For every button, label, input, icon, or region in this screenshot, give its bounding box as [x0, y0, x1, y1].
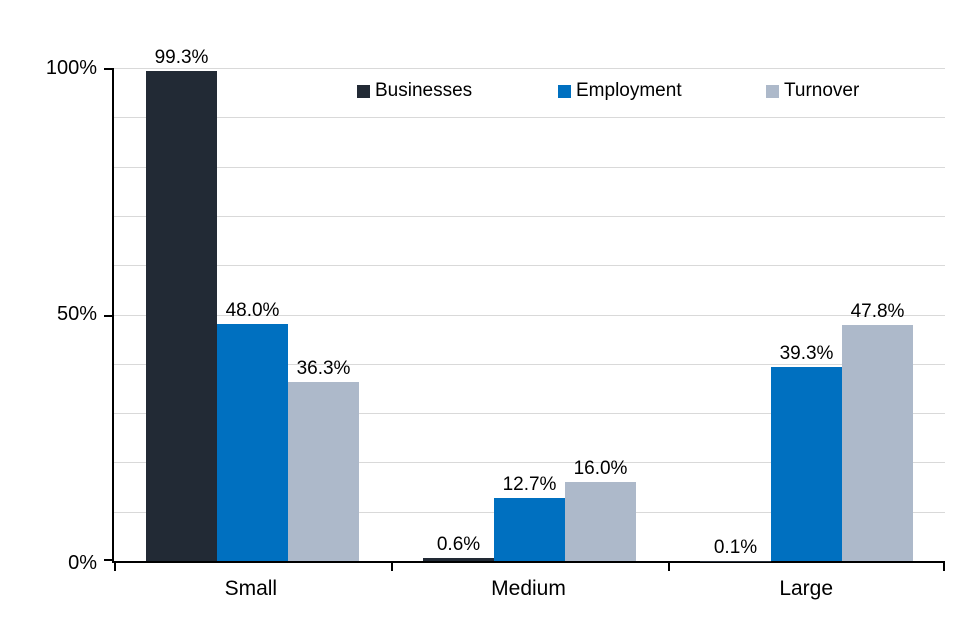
x-axis-category-label-small: Small — [224, 577, 278, 600]
gridline — [114, 215, 945, 217]
bar-employment-small — [217, 324, 288, 561]
x-axis-tick — [943, 563, 945, 571]
bar-value-label: 12.7% — [502, 474, 557, 496]
bar-value-label: 48.0% — [225, 300, 280, 322]
legend-swatch-turnover-icon — [766, 84, 779, 98]
legend-item-turnover: Turnover — [766, 81, 859, 101]
y-axis-tick-label-100: 100% — [45, 57, 97, 79]
gridline — [114, 265, 945, 267]
x-axis-labels: Small Medium Large — [112, 577, 945, 600]
gridline — [114, 68, 945, 69]
y-axis-tick — [104, 314, 114, 317]
gridline — [114, 462, 945, 464]
legend-label-businesses: Businesses — [375, 80, 473, 101]
y-axis-tick — [104, 68, 114, 70]
bar-value-label: 47.8% — [850, 301, 905, 323]
bar-value-label: 36.3% — [296, 358, 351, 380]
x-axis-category-label-large: Large — [779, 577, 834, 600]
legend-label-turnover: Turnover — [784, 80, 860, 101]
legend-item-businesses: Businesses — [357, 81, 472, 101]
legend-swatch-employment-icon — [558, 84, 571, 98]
bar-turnover-small — [288, 382, 359, 561]
x-axis-tick — [114, 563, 116, 571]
plot-area: 99.3% 48.0% 36.3% 0.6% 12.7% 16.0% 0.1% 39.3% 47… — [104, 47, 945, 571]
y-axis-labels: 100% 50% 0% — [0, 58, 97, 574]
legend-item-employment: Employment — [558, 81, 682, 101]
bar-value-label: 39.3% — [779, 343, 834, 365]
gridline — [114, 166, 945, 168]
bar-employment-large — [771, 367, 842, 561]
gridline — [114, 363, 945, 365]
bar-businesses-small — [146, 71, 217, 561]
gridline — [114, 314, 945, 316]
bar-turnover-medium — [565, 482, 636, 561]
bar-turnover-large — [842, 325, 913, 561]
x-axis-tick — [668, 563, 670, 571]
bar-value-label: 0.6% — [436, 534, 481, 556]
x-axis-tick — [391, 563, 393, 571]
bar-businesses-medium — [423, 558, 494, 561]
legend-label-employment: Employment — [576, 80, 682, 101]
bar-employment-medium — [494, 498, 565, 561]
gridline — [114, 413, 945, 415]
bar-value-label: 16.0% — [573, 458, 628, 480]
legend-swatch-businesses-icon — [357, 84, 370, 98]
x-axis-category-label-medium: Medium — [491, 577, 566, 600]
bar-value-label: 0.1% — [713, 536, 758, 558]
gridline — [114, 117, 945, 119]
y-axis-tick — [104, 559, 114, 561]
y-axis-tick-label-50: 50% — [56, 303, 97, 325]
bar-value-label: 99.3% — [154, 47, 209, 69]
y-axis-tick-label-0: 0% — [68, 552, 97, 574]
